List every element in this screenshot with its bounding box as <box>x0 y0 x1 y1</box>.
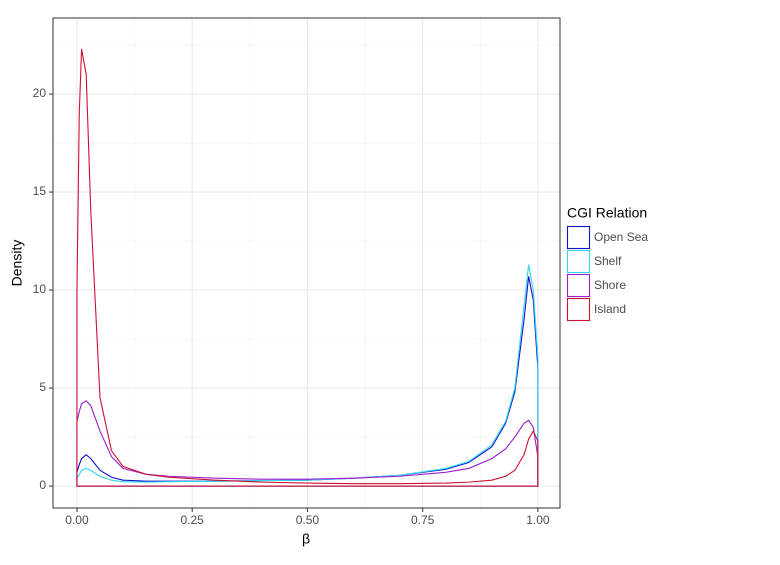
y-tick-label: 20 <box>33 86 47 100</box>
density-line <box>76 264 539 483</box>
legend-key <box>566 225 591 250</box>
density-base <box>76 290 539 487</box>
y-axis-label: Density <box>9 240 25 287</box>
legend-label: Shore <box>594 278 626 292</box>
x-tick-label: 1.00 <box>526 513 550 527</box>
legend-key <box>566 249 591 274</box>
density-line <box>76 400 539 480</box>
legend-title: CGI Relation <box>567 205 647 221</box>
legend-key <box>566 273 591 298</box>
panel-border <box>52 17 561 509</box>
legend-label: Shelf <box>594 254 622 268</box>
density-line <box>76 48 539 485</box>
legend-key <box>566 297 591 322</box>
legend-label: Island <box>594 302 626 316</box>
y-tick-label: 0 <box>39 478 46 492</box>
x-axis-label: β <box>302 531 310 547</box>
y-tick-label: 15 <box>33 184 47 198</box>
legend-label: Open Sea <box>594 230 648 244</box>
x-tick-label: 0.50 <box>296 513 320 527</box>
x-tick-label: 0.00 <box>65 513 89 527</box>
x-tick-label: 0.25 <box>181 513 205 527</box>
y-tick-label: 10 <box>33 282 47 296</box>
x-tick-label: 0.75 <box>411 513 435 527</box>
y-tick-label: 5 <box>39 380 46 394</box>
